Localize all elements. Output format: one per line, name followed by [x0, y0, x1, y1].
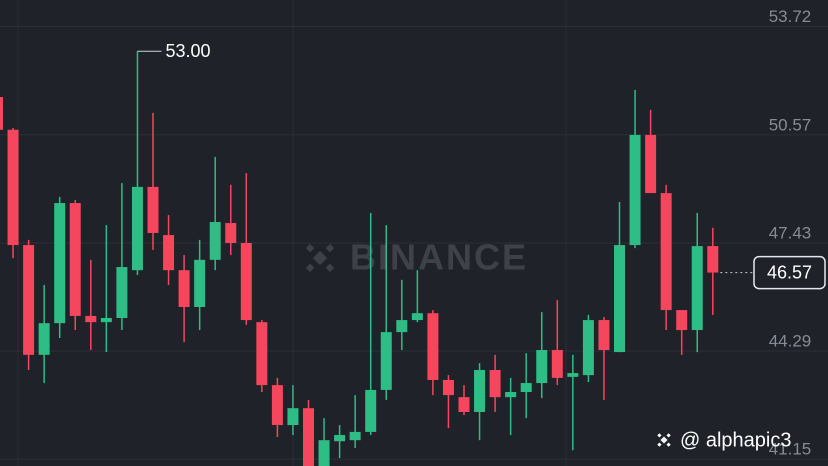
candle-body [334, 435, 346, 442]
candle-body [240, 242, 252, 321]
candle-body [660, 193, 672, 311]
annotation: 53.00 [165, 41, 210, 61]
candle-body [645, 134, 657, 194]
candle-body [0, 97, 3, 130]
candle-body [598, 320, 610, 351]
candle-body [287, 408, 299, 426]
candle-body [100, 318, 112, 323]
candle-body [209, 221, 221, 260]
candle-body [427, 313, 439, 380]
candle-body [85, 315, 97, 323]
watermark-text: BINANCE [350, 237, 528, 278]
candle-body [225, 223, 237, 243]
candle-body [116, 267, 128, 319]
y-tick-label: 53.72 [769, 7, 812, 26]
candle-body [303, 408, 314, 466]
candle-body [38, 323, 50, 355]
candle-body [349, 431, 361, 441]
candle-body [54, 203, 66, 324]
candle-body [380, 332, 392, 390]
candle-body [147, 186, 159, 233]
candle-body [489, 369, 501, 398]
candle-body [707, 246, 719, 273]
y-tick-label: 44.29 [769, 332, 812, 351]
candle-body [163, 235, 175, 271]
candle-body [520, 383, 532, 393]
candle-body [7, 129, 19, 246]
candle-body [69, 203, 81, 316]
current-price-box [753, 255, 826, 290]
candle-body [691, 246, 703, 331]
candle-body [396, 320, 408, 333]
candle-body [629, 134, 641, 246]
candle-body [614, 245, 625, 353]
candle-body [442, 379, 454, 396]
candle-body [365, 389, 377, 432]
y-tick-label: 50.57 [769, 115, 812, 134]
y-tick-label: 41.15 [769, 440, 812, 459]
candle-body [536, 350, 548, 384]
candle-body [551, 350, 563, 378]
candle-body [567, 373, 579, 377]
candle-body [23, 245, 35, 355]
candle-body [582, 320, 594, 376]
candle-body [256, 322, 268, 386]
candle-body [676, 310, 688, 331]
candle-body [474, 369, 486, 412]
candle-body [458, 397, 470, 412]
credit: @ alphapic3 [680, 429, 791, 451]
candle-body [131, 186, 143, 271]
candle-body [271, 385, 283, 426]
y-tick-label: 47.43 [769, 223, 812, 242]
candle-body [178, 270, 190, 307]
candle-body [505, 392, 517, 398]
candle-body [318, 440, 330, 466]
candle-body [411, 313, 423, 321]
current-price-label: 46.57 [767, 262, 812, 282]
candle-body [194, 259, 206, 307]
